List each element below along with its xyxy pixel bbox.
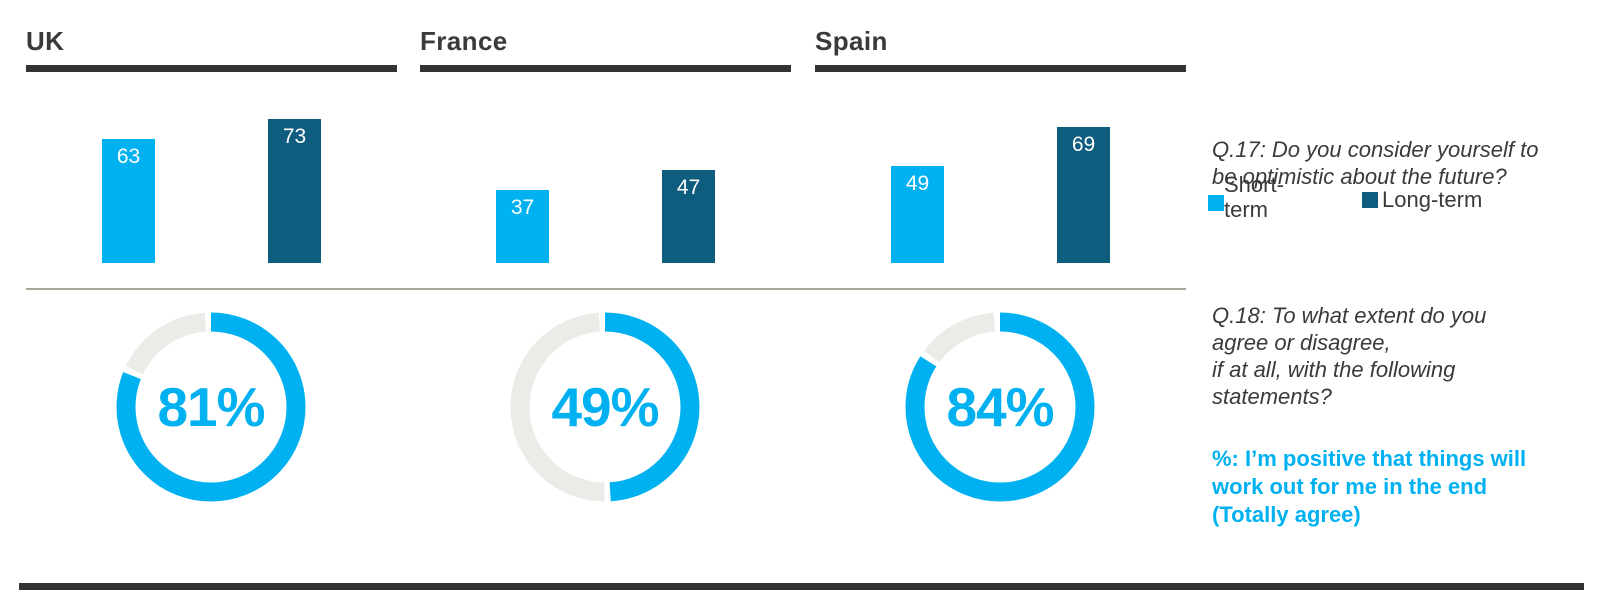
bar-short-term-france: 37 [496,190,549,263]
donut-ring [905,312,1095,502]
country-title-uk: UK [26,26,65,56]
donut-ring [510,312,700,502]
section-divider-line [26,288,1186,290]
country-title-spain: Spain [815,26,888,56]
donut-percent-label: 81% [157,376,265,438]
donut-percent-label: 49% [551,376,659,438]
bar-long-term-spain: 69 [1057,127,1110,263]
country-panel-uk: UK 63 73 81% [26,0,397,606]
legend-label-short-term: Short- term [1224,172,1284,222]
legend-swatch-short-term [1208,195,1224,211]
donut-percent-label: 84% [946,376,1054,438]
bar-value-label: 63 [116,145,141,168]
country-panel-france: France 37 47 49% [420,0,791,606]
legend-swatch-long-term [1362,192,1378,208]
donut-fill [905,312,1095,502]
bar-value-label: 37 [510,196,535,219]
donut-uk: 81% [116,312,306,502]
bottom-rule [19,583,1584,590]
bar-long-term-uk: 73 [268,119,321,263]
bar-short-term-spain: 49 [891,166,944,263]
donut-fill [510,312,700,502]
donut-france: 49% [510,312,700,502]
legend-label-long-term: Long-term [1382,187,1483,212]
bar-value-label: 49 [905,172,930,195]
country-title-underline [815,65,1186,72]
bar-value-label: 69 [1071,133,1096,156]
donut-fill [116,312,306,502]
bar-value-label: 73 [282,125,307,148]
country-title-france: France [420,26,508,56]
question-17-text: Q.17: Do you consider yourself to be opt… [1212,137,1539,189]
question-18-text: Q.18: To what extent do you agree or dis… [1212,303,1487,409]
donut-track [510,312,700,502]
bar-short-term-uk: 63 [102,139,155,263]
country-panel-spain: Spain 49 69 84% [815,0,1186,606]
donut-spain: 84% [905,312,1095,502]
country-title-underline [26,65,397,72]
bar-value-label: 47 [676,176,701,199]
donut-ring [116,312,306,502]
bar-long-term-france: 47 [662,170,715,263]
country-title-underline [420,65,791,72]
statement-highlight-text: %: I’m positive that things will work ou… [1212,446,1527,527]
